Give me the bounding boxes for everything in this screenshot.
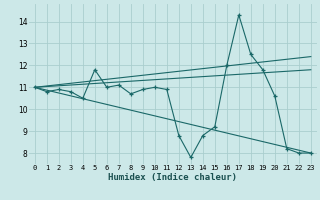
- X-axis label: Humidex (Indice chaleur): Humidex (Indice chaleur): [108, 173, 237, 182]
